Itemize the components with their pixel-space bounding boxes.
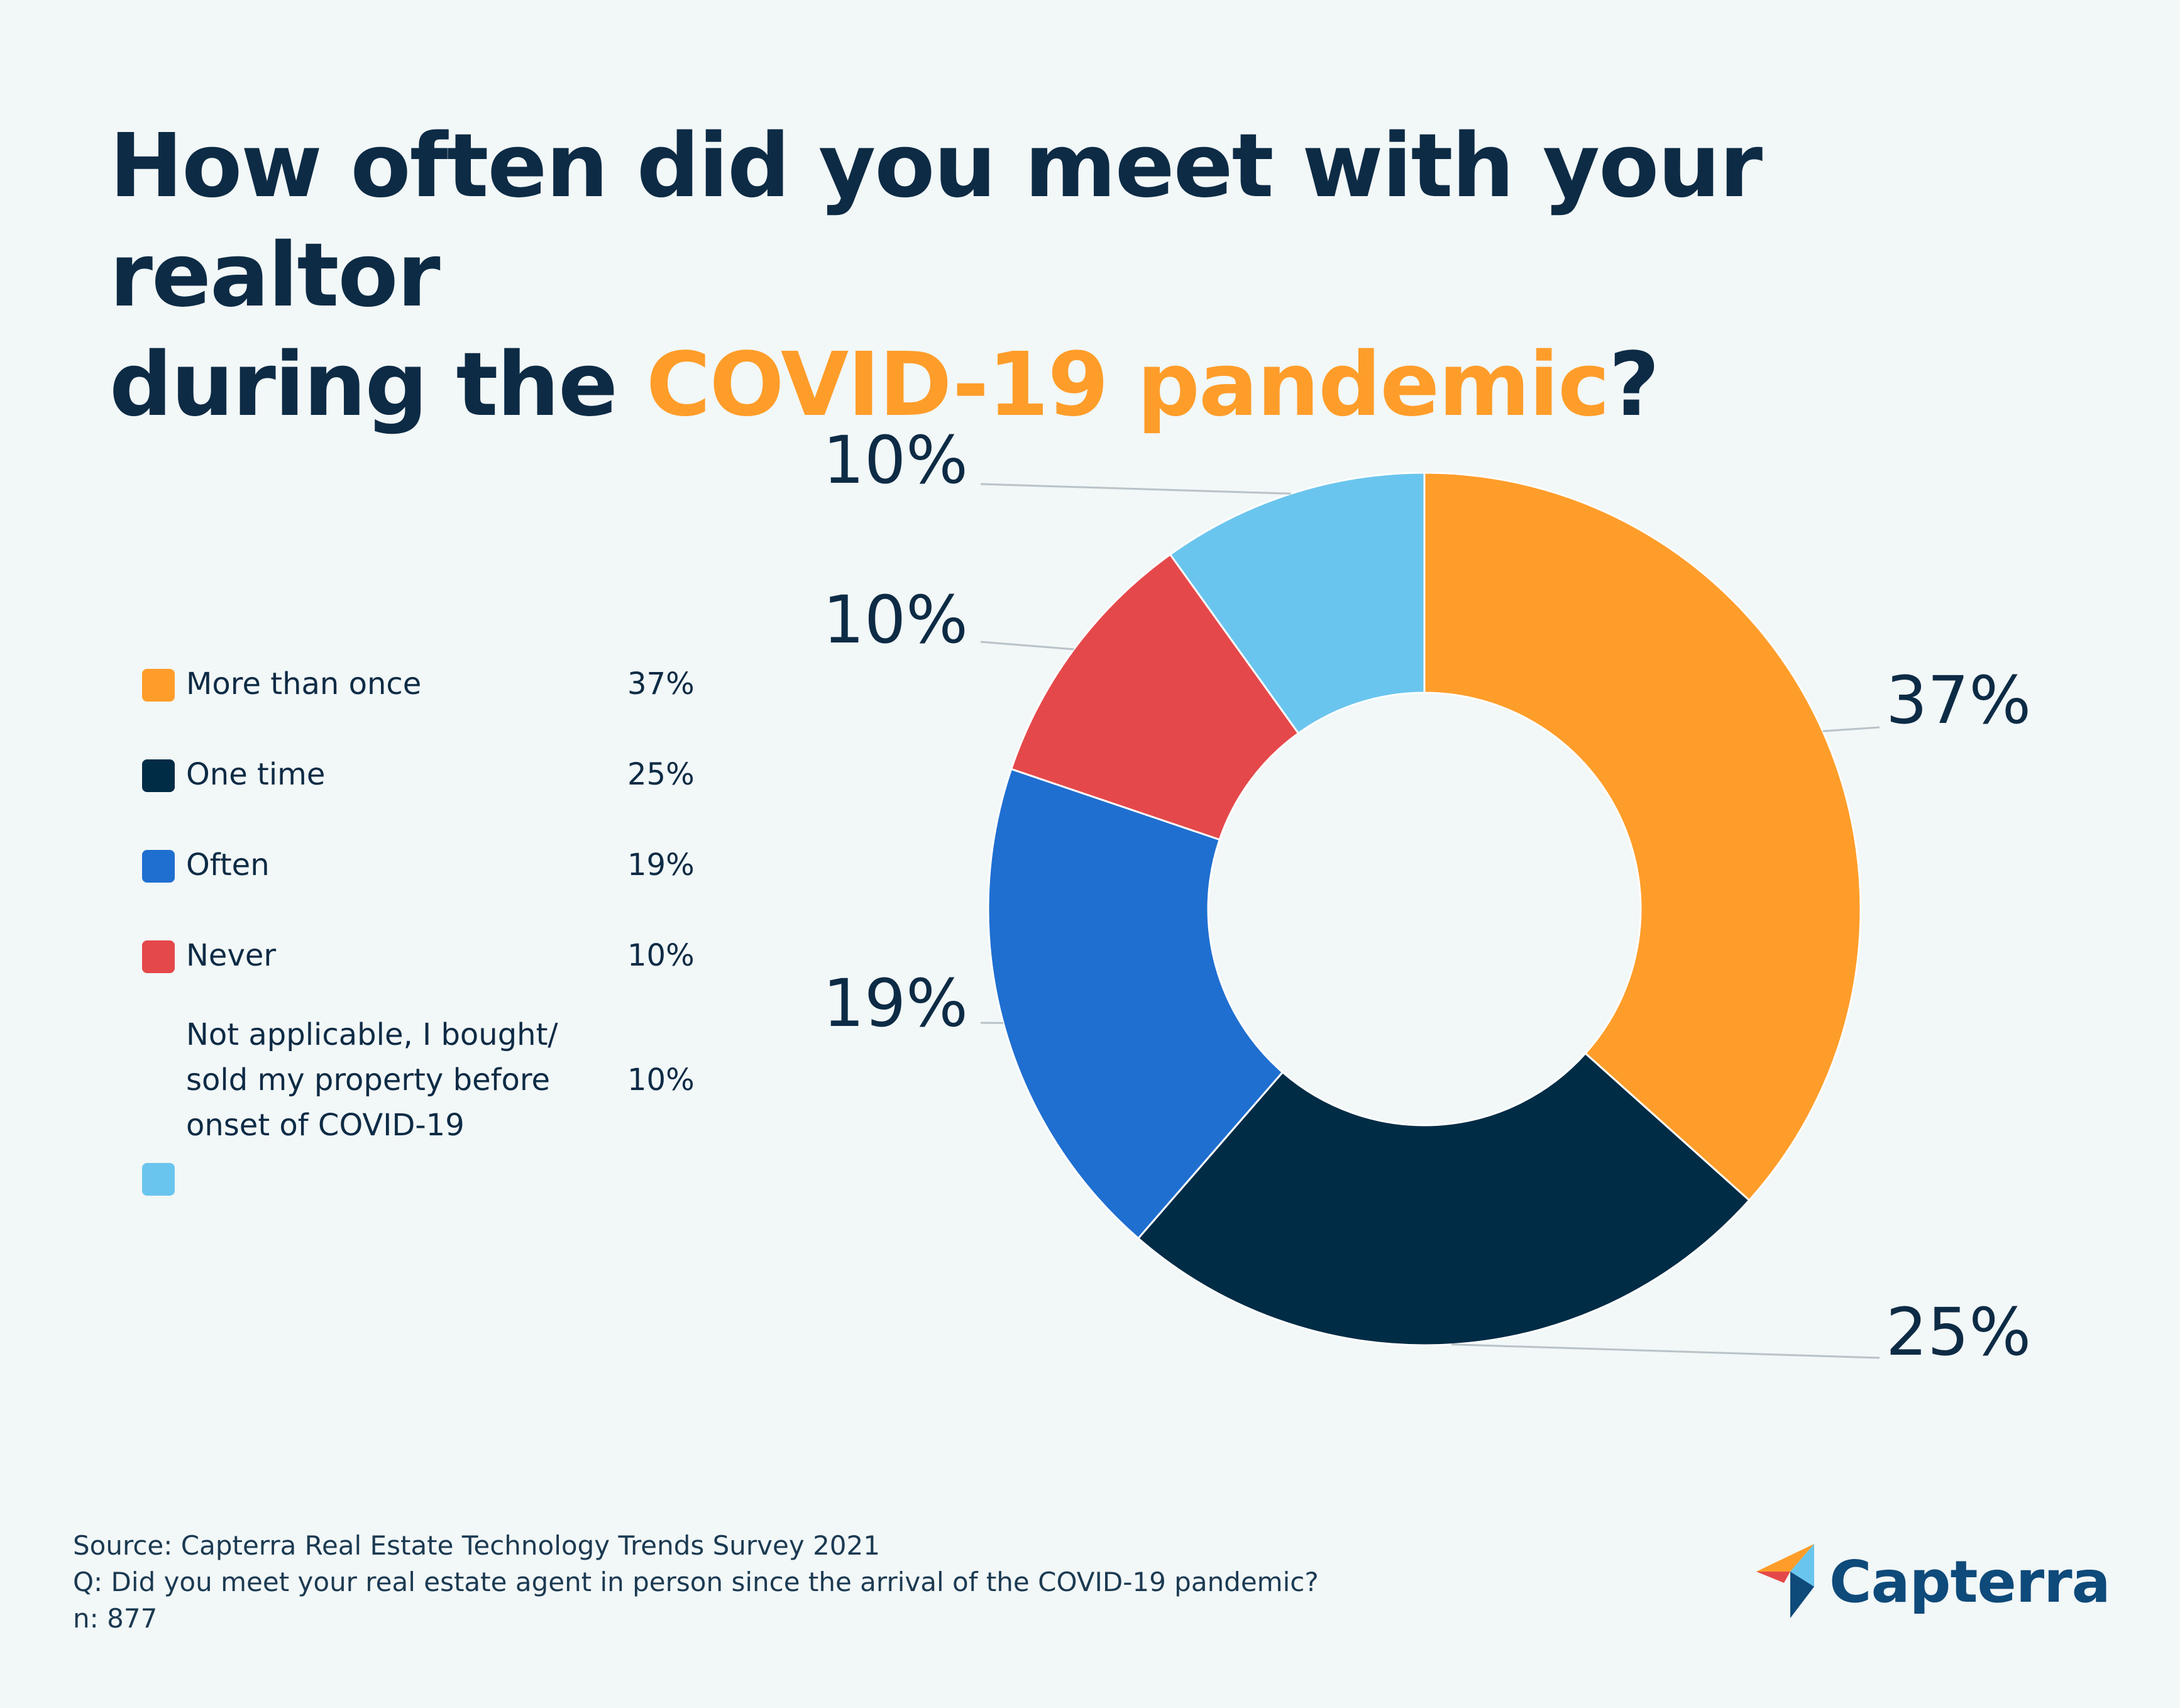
legend-swatch — [142, 759, 175, 792]
legend-value: 10% — [627, 938, 695, 973]
legend-swatch — [142, 669, 175, 702]
slice-never — [1010, 553, 1300, 841]
leader-line — [980, 641, 1074, 651]
legend-label: More than once — [186, 666, 422, 702]
title-line-2-prefix: during the — [109, 334, 646, 436]
legend-value: 25% — [627, 757, 695, 792]
title-highlight: COVID-19 pandemic — [646, 334, 1610, 436]
slice-labels: 37% 25% 19% 10% 10% — [823, 422, 2031, 1370]
title-line-1: How often did you meet with your realtor — [109, 115, 1763, 327]
legend-swatch — [142, 940, 175, 973]
slice-label: 10% — [823, 422, 968, 499]
slice-often — [987, 768, 1284, 1240]
legend-label: Never — [186, 938, 277, 973]
leader-lines — [980, 483, 1880, 1359]
question-note: Q: Did you meet your real estate agent i… — [73, 1567, 1319, 1597]
source-note: Source: Capterra Real Estate Technology … — [73, 1530, 880, 1561]
legend-value: 37% — [627, 666, 695, 702]
legend-label: Often — [186, 847, 270, 883]
leader-line — [980, 483, 1291, 495]
slice-label: 37% — [1886, 662, 2031, 739]
legend-label: Not applicable, I bought/ sold my proper… — [186, 1017, 558, 1143]
slice-not-applicable — [1169, 471, 1426, 735]
capterra-logo-icon — [1756, 1544, 1814, 1618]
leader-line — [1451, 1343, 1880, 1359]
slice-one-time — [1137, 1052, 1751, 1347]
logo-text: Capterra — [1829, 1548, 2111, 1616]
sample-size-note: n: 877 — [73, 1603, 158, 1634]
legend-swatch — [142, 1163, 175, 1196]
donut-slices — [987, 471, 1862, 1347]
title-line-2-suffix: ? — [1609, 334, 1660, 436]
chart-title: How often did you meet with your realtor… — [109, 112, 2089, 440]
legend-value: 19% — [627, 847, 695, 883]
footer: Source: Capterra Real Estate Technology … — [73, 1528, 1644, 1637]
legend-swatch — [142, 850, 175, 883]
slice-more-than-once — [1423, 471, 1862, 1202]
leader-line — [1822, 726, 1880, 732]
capterra-logo: Capterra — [1754, 1541, 2111, 1629]
legend-value: 10% — [627, 1062, 695, 1098]
slice-label: 10% — [823, 581, 968, 658]
legend-label: One time — [186, 757, 326, 792]
slice-label: 19% — [823, 965, 968, 1042]
slice-label: 25% — [1886, 1294, 2031, 1370]
